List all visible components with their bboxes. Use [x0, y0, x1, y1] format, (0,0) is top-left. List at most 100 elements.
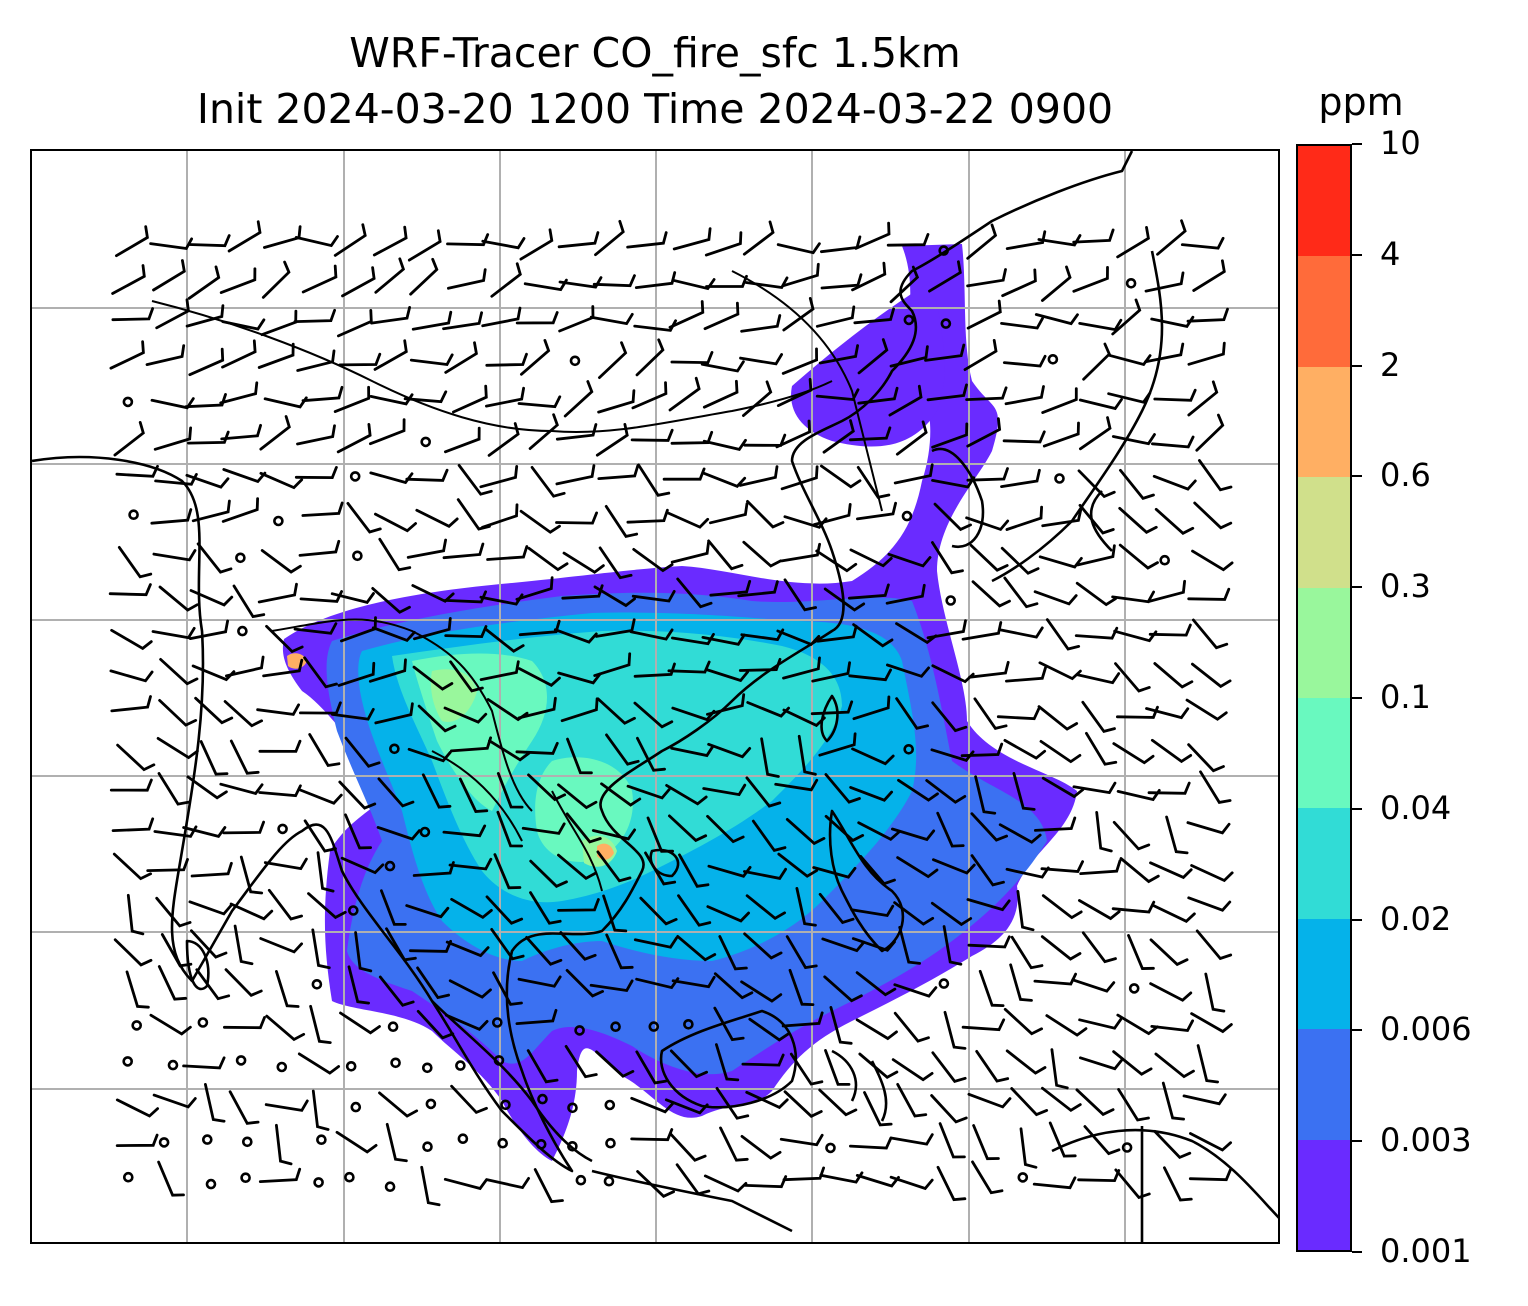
- wind-barb: [1079, 859, 1122, 875]
- wind-barb: [558, 276, 603, 289]
- wind-barb: [1112, 820, 1151, 851]
- wind-barb: [1041, 1086, 1082, 1112]
- wind-barb: [275, 1123, 293, 1166]
- coastline-new-guinea: [1051, 1126, 1278, 1242]
- colorbar-segment: [1298, 1139, 1350, 1250]
- wind-barb: [965, 386, 1008, 401]
- wind-barb: [812, 503, 852, 526]
- colorbar-tick-label: 0.001: [1380, 1232, 1472, 1270]
- wind-barb: [1189, 1132, 1232, 1152]
- wind-barb: [190, 861, 233, 878]
- wind-barb: [1078, 398, 1123, 411]
- wind-barb: [821, 937, 866, 953]
- wind-barb: [702, 471, 747, 488]
- wind-barb: [1010, 935, 1044, 970]
- wind-barb: [303, 819, 337, 853]
- wind-barb: [971, 1160, 1004, 1195]
- calm-wind-circle: [345, 1060, 357, 1072]
- wind-barb: [1048, 1121, 1077, 1158]
- wind-barb: [1114, 662, 1151, 693]
- wind-barb: [668, 376, 701, 412]
- wind-barb: [529, 859, 568, 888]
- wind-barb: [931, 541, 964, 575]
- wind-barb: [296, 424, 336, 446]
- wind-barb: [931, 701, 968, 733]
- calm-wind-circle: [940, 318, 952, 329]
- wind-barb: [718, 935, 748, 971]
- wind-barb: [967, 1092, 1012, 1109]
- wind-barb: [187, 265, 221, 300]
- wind-barb: [265, 1014, 306, 1042]
- wind-barb: [596, 697, 636, 725]
- wind-barb: [1009, 963, 1033, 1002]
- colorbar-segment: [1298, 697, 1350, 809]
- wind-barb: [1186, 821, 1231, 835]
- wind-barb: [307, 892, 347, 920]
- wind-barb: [564, 1045, 598, 1079]
- wind-barb: [1041, 894, 1083, 920]
- wind-barb: [108, 583, 152, 597]
- wind-barb: [309, 1004, 332, 1044]
- wind-barb: [740, 314, 782, 333]
- wind-barb: [115, 1133, 159, 1147]
- wind-barb: [517, 696, 557, 720]
- wind-barb: [409, 939, 452, 953]
- wind-barb: [966, 299, 1002, 330]
- wind-barb: [885, 583, 926, 605]
- wind-barb: [1111, 900, 1156, 914]
- wind-barb: [1085, 731, 1118, 766]
- wind-barb: [893, 901, 935, 926]
- wind-barb: [1072, 228, 1115, 244]
- calm-wind-circle: [240, 1172, 251, 1183]
- wind-barb: [354, 931, 373, 973]
- wind-barb: [702, 438, 747, 451]
- wind-barb: [115, 464, 159, 478]
- wind-barb: [155, 298, 190, 330]
- wind-barb: [1153, 662, 1194, 689]
- wind-barb: [331, 708, 375, 721]
- wind-barb: [456, 498, 491, 531]
- calm-wind-circle: [128, 509, 139, 521]
- wind-barb: [670, 541, 710, 564]
- wind-barb: [407, 229, 442, 262]
- wind-barb: [974, 775, 997, 815]
- wind-barb: [448, 857, 493, 871]
- wind-barb: [565, 812, 602, 844]
- calm-wind-circle: [493, 1055, 505, 1066]
- wind-barb: [416, 966, 450, 1000]
- wind-barb: [1186, 307, 1229, 323]
- calm-wind-circle: [1125, 278, 1137, 289]
- wind-barb: [703, 1174, 748, 1193]
- wind-barb: [488, 739, 531, 762]
- wind-barb: [1072, 781, 1117, 795]
- wind-barb: [776, 242, 821, 255]
- wind-barb: [700, 360, 745, 373]
- wind-barb: [741, 1053, 785, 1067]
- wind-barb: [1005, 1049, 1047, 1075]
- colorbar-tick-label: 10: [1380, 124, 1421, 162]
- wind-barb: [781, 347, 819, 375]
- wind-barb: [703, 301, 740, 331]
- wind-barb: [678, 853, 710, 888]
- wind-barb: [788, 968, 815, 1006]
- wind-barb: [998, 823, 1042, 844]
- wind-barb: [1004, 385, 1045, 406]
- calm-wind-circle: [497, 1137, 509, 1149]
- wind-barb: [1187, 380, 1219, 417]
- wind-barb: [528, 413, 559, 450]
- wind-barb: [553, 628, 598, 644]
- wind-barb: [854, 221, 891, 250]
- wind-barb: [1188, 1168, 1232, 1182]
- wind-barb: [415, 508, 459, 528]
- wind-barb: [999, 626, 1044, 639]
- wind-barb: [316, 851, 335, 893]
- wind-barb: [1078, 503, 1115, 535]
- wind-barb: [626, 231, 668, 249]
- calm-wind-circles: [122, 245, 1170, 1192]
- wind-barb: [152, 1093, 197, 1109]
- wind-barb: [1040, 860, 1084, 873]
- lat-lon-gridlines: [32, 151, 1278, 1242]
- wind-barb: [533, 1168, 564, 1204]
- wind-barb: [966, 898, 1011, 912]
- wind-barb: [416, 1009, 455, 1040]
